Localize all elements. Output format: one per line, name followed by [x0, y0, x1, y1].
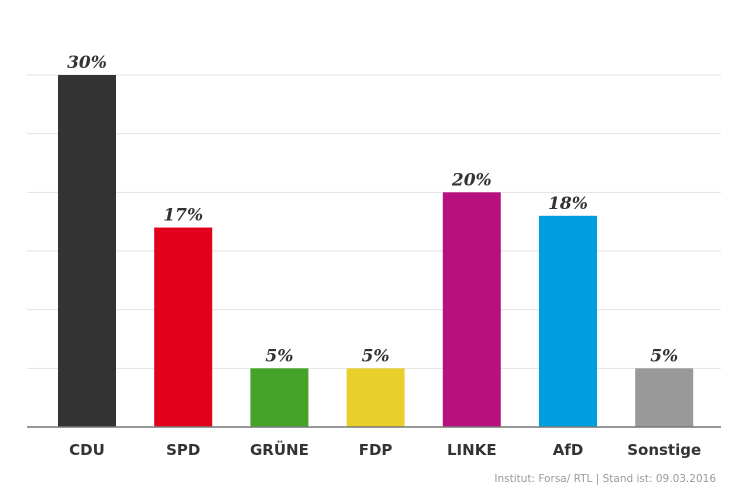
x-tick-label: GRÜNE [250, 440, 309, 459]
data-label: 5% [265, 346, 293, 366]
bar-sonstige [635, 368, 694, 427]
x-tick-label: CDU [69, 441, 105, 459]
bar-cdu [58, 75, 116, 427]
bar-fdp [346, 368, 405, 427]
data-label: 20% [451, 170, 492, 190]
x-tick-label: LINKE [447, 441, 497, 459]
x-tick-label: SPD [166, 441, 200, 459]
bar-grüne [250, 368, 309, 427]
bar-afd [539, 215, 597, 427]
bar-spd [154, 227, 213, 427]
source-note: Institut: Forsa/ RTL | Stand ist: 09.03.… [494, 473, 716, 485]
data-label: 17% [163, 206, 203, 226]
x-tick-label: AfD [553, 441, 584, 459]
data-label: 5% [650, 346, 678, 366]
data-label: 18% [548, 194, 588, 214]
data-label: 5% [362, 346, 390, 366]
x-tick-label: FDP [359, 441, 393, 459]
x-tick-label: Sonstige [627, 441, 701, 459]
data-label: 30% [67, 53, 107, 73]
bar-linke [442, 192, 501, 427]
